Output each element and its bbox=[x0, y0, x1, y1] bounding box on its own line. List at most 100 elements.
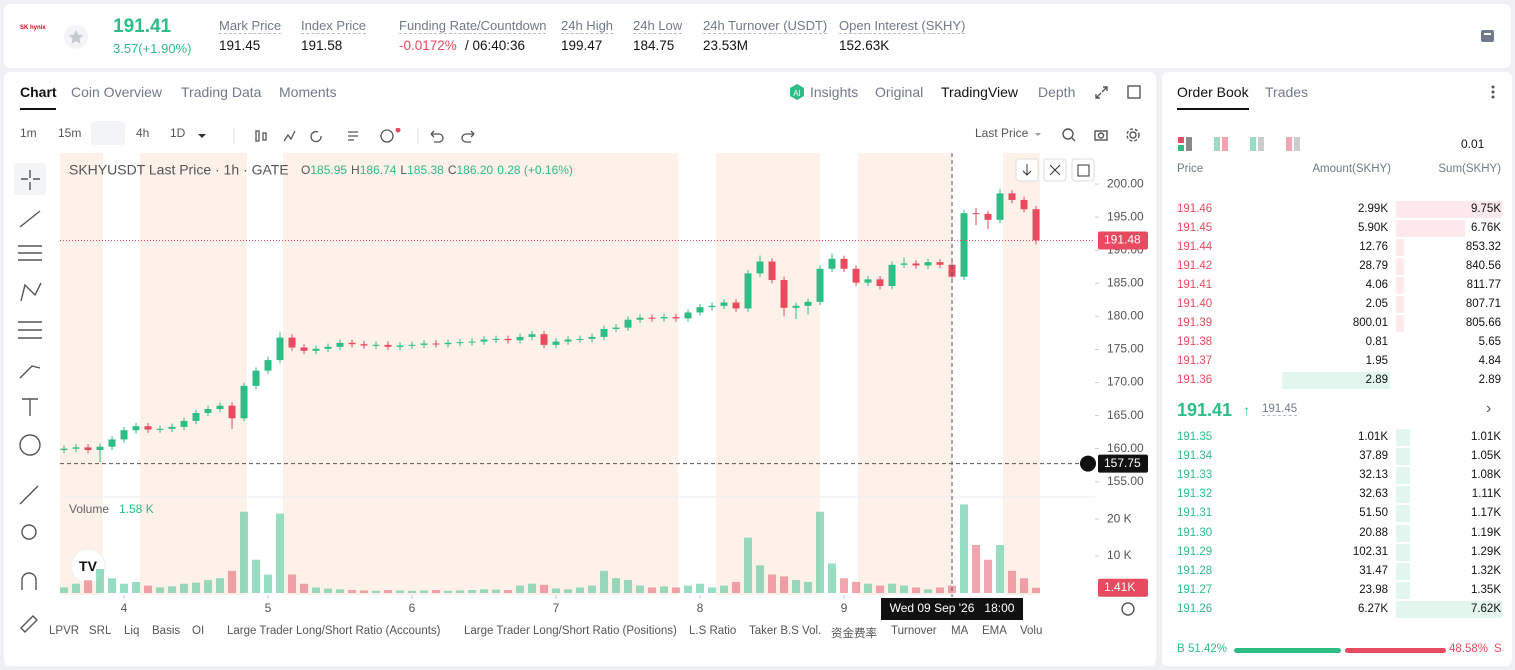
price-type[interactable]: Last Price bbox=[975, 126, 1029, 140]
depth-bar bbox=[1396, 201, 1502, 218]
candle-body bbox=[576, 338, 584, 340]
chart-tab[interactable]: Chart bbox=[20, 84, 57, 100]
drawing-tools[interactable] bbox=[14, 163, 46, 633]
volume-bar bbox=[144, 585, 153, 593]
toolbar-right-icons[interactable] bbox=[1034, 127, 1144, 143]
settings-icon[interactable] bbox=[1121, 602, 1135, 616]
chart-tab[interactable]: Moments bbox=[279, 84, 337, 100]
indicator[interactable]: Turnover bbox=[891, 625, 937, 637]
indicator[interactable]: Liq bbox=[124, 625, 140, 637]
candle-body bbox=[720, 302, 728, 306]
interval[interactable]: 15m bbox=[58, 126, 82, 140]
x-tick-label: 7 bbox=[553, 601, 560, 615]
ai-icon: AI bbox=[790, 84, 804, 100]
candle-body bbox=[492, 338, 500, 340]
book-price[interactable]: 191.41 bbox=[1177, 279, 1213, 292]
candle-body bbox=[996, 193, 1004, 220]
book-price[interactable]: 191.35 bbox=[1177, 431, 1213, 443]
book-price[interactable]: 191.42 bbox=[1177, 260, 1213, 273]
candle-body bbox=[468, 341, 476, 343]
book-layout-icons[interactable] bbox=[1177, 136, 1307, 152]
candle-body bbox=[828, 258, 836, 269]
more-icon[interactable] bbox=[1488, 84, 1498, 100]
book-amount: 37.89 bbox=[1359, 450, 1388, 463]
chart-tab[interactable]: Coin Overview bbox=[71, 84, 163, 100]
indicator[interactable]: L.S Ratio bbox=[689, 625, 737, 637]
book-price[interactable]: 191.36 bbox=[1177, 374, 1213, 387]
interval[interactable]: 4h bbox=[136, 126, 150, 140]
book-price[interactable]: 191.40 bbox=[1177, 298, 1213, 311]
indicator[interactable]: Basis bbox=[152, 625, 181, 637]
indicator[interactable]: EMA bbox=[982, 625, 1007, 637]
volume-bar bbox=[336, 589, 345, 593]
volume-bar bbox=[84, 580, 93, 593]
precision[interactable]: 0.01 bbox=[1461, 137, 1485, 151]
candle-body bbox=[336, 342, 344, 347]
volume-bar bbox=[660, 586, 669, 593]
book-tab[interactable]: Order Book bbox=[1177, 84, 1249, 100]
volume-bar bbox=[252, 559, 261, 593]
buy-ratio: 51.42% bbox=[1188, 643, 1228, 655]
interval[interactable]: 1m bbox=[20, 126, 37, 140]
volume-bar bbox=[528, 583, 537, 593]
book-price[interactable]: 191.28 bbox=[1177, 564, 1213, 577]
book-price[interactable]: 191.29 bbox=[1177, 545, 1213, 558]
view-tab[interactable]: Depth bbox=[1038, 84, 1076, 100]
book-price[interactable]: 191.46 bbox=[1177, 203, 1213, 215]
indicator[interactable]: Large Trader Long/Short Ratio (Accounts) bbox=[227, 625, 441, 637]
indicator[interactable]: Large Trader Long/Short Ratio (Positions… bbox=[464, 625, 677, 637]
col-header: Sum(SKHY) bbox=[1438, 163, 1501, 175]
book-price[interactable]: 191.38 bbox=[1177, 336, 1213, 349]
chart-overlay-buttons[interactable] bbox=[1015, 158, 1095, 182]
view-tab[interactable]: Insights bbox=[810, 84, 859, 100]
candle-body bbox=[768, 261, 776, 281]
volume-bar bbox=[600, 570, 609, 593]
indicator[interactable]: 资金费率 bbox=[831, 628, 877, 640]
stat-label: Open Interest (SKHY) bbox=[839, 18, 966, 34]
book-price[interactable]: 191.30 bbox=[1177, 526, 1213, 539]
candle-body bbox=[924, 262, 932, 266]
last-price: 191.41 bbox=[113, 16, 172, 37]
book-price[interactable]: 191.34 bbox=[1177, 450, 1213, 463]
book-price[interactable]: 191.44 bbox=[1177, 241, 1213, 254]
volume-bar bbox=[996, 545, 1005, 593]
book-icon[interactable] bbox=[1480, 28, 1496, 44]
chart-tab[interactable]: Trading Data bbox=[181, 84, 262, 100]
indicator[interactable]: OI bbox=[192, 625, 205, 637]
crosshair-time-label: Wed 09 Sep '26 18:00 bbox=[890, 601, 1015, 615]
book-sum: 807.71 bbox=[1465, 298, 1501, 311]
book-tab[interactable]: Trades bbox=[1265, 84, 1309, 100]
indicator[interactable]: Volu bbox=[1020, 625, 1043, 637]
favorite-icon[interactable] bbox=[63, 24, 89, 50]
candle-body bbox=[948, 264, 956, 277]
panel-icons[interactable] bbox=[1094, 84, 1154, 102]
indicator[interactable]: Taker B.S Vol. bbox=[749, 625, 822, 637]
book-price[interactable]: 191.32 bbox=[1177, 488, 1213, 501]
view-tab[interactable]: Original bbox=[875, 84, 924, 100]
crosshair-plus bbox=[1080, 455, 1096, 472]
y-tick-label: 155.00 bbox=[1107, 474, 1144, 488]
indicator[interactable]: SRL bbox=[89, 625, 112, 637]
interval[interactable]: 1D bbox=[170, 126, 186, 140]
book-price[interactable]: 191.45 bbox=[1177, 222, 1213, 235]
book-price[interactable]: 191.31 bbox=[1177, 507, 1213, 520]
mid-price[interactable]: 191.41 bbox=[1177, 400, 1233, 420]
candle-body bbox=[276, 337, 284, 361]
col-header: Amount(SKHY) bbox=[1312, 163, 1391, 175]
candle-body bbox=[312, 348, 320, 351]
indicator[interactable]: LPVR bbox=[49, 625, 80, 637]
indicator[interactable]: MA bbox=[951, 625, 969, 637]
view-tab[interactable]: TradingView bbox=[941, 84, 1019, 100]
volume-bar bbox=[504, 590, 513, 593]
book-amount: 102.31 bbox=[1352, 545, 1388, 558]
book-price[interactable]: 191.27 bbox=[1177, 583, 1213, 596]
book-price[interactable]: 191.33 bbox=[1177, 469, 1213, 482]
stat-label: Index Price bbox=[301, 18, 367, 34]
volume-bar bbox=[168, 586, 177, 593]
book-price[interactable]: 191.39 bbox=[1177, 317, 1213, 330]
svg-text:TV: TV bbox=[79, 558, 98, 574]
book-price[interactable]: 191.26 bbox=[1177, 602, 1213, 615]
book-price[interactable]: 191.37 bbox=[1177, 355, 1213, 368]
session-shading bbox=[60, 153, 1040, 595]
toolbar-icons[interactable] bbox=[196, 128, 496, 144]
